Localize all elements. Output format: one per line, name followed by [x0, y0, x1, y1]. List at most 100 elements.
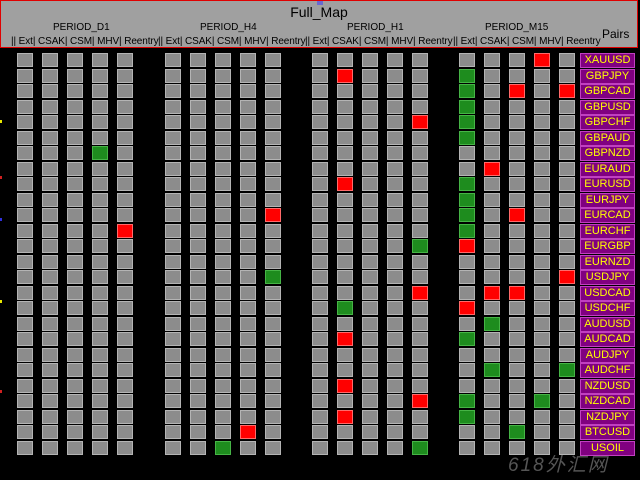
signal-cell-h4-reentry — [265, 441, 281, 455]
pair-label[interactable]: EURUSD — [580, 177, 635, 192]
signal-cell-h4-csm — [215, 146, 231, 160]
pair-label[interactable]: NZDCAD — [580, 394, 635, 409]
pair-label[interactable]: GBPCAD — [580, 84, 635, 99]
signal-cell-h1-csm — [362, 193, 378, 207]
signal-cell-h4-csak — [190, 131, 206, 145]
signal-cell-h1-csak — [337, 255, 353, 269]
signal-cell-m15-csak — [484, 208, 500, 222]
pair-label[interactable]: EURGBP — [580, 239, 635, 254]
signal-cell-d1-reentry — [117, 53, 133, 67]
pair-label[interactable]: AUDJPY — [580, 348, 635, 363]
signal-cell-h1-ext — [312, 394, 328, 408]
signal-cell-d1-mhv — [92, 270, 108, 284]
pair-label[interactable]: GBPCHF — [580, 115, 635, 130]
signal-cell-h4-csm — [215, 239, 231, 253]
signal-cell-h1-ext — [312, 270, 328, 284]
signal-cell-h1-ext — [312, 363, 328, 377]
signal-cell-h1-csak — [337, 208, 353, 222]
signal-cell-m15-csm — [509, 332, 525, 346]
pair-label[interactable]: USDCAD — [580, 286, 635, 301]
pair-label[interactable]: NZDUSD — [580, 379, 635, 394]
panel-anchor-icon[interactable] — [317, 1, 323, 5]
signal-cell-h4-csak — [190, 146, 206, 160]
signal-cell-m15-reentry — [559, 348, 575, 362]
signal-cell-h4-csm — [215, 255, 231, 269]
pair-label[interactable]: GBPUSD — [580, 100, 635, 115]
pair-label[interactable]: USOIL — [580, 441, 635, 456]
signal-cell-h4-reentry — [265, 332, 281, 346]
signal-cell-d1-csak — [42, 379, 58, 393]
pair-label[interactable]: XAUUSD — [580, 53, 635, 68]
pair-label[interactable]: GBPJPY — [580, 69, 635, 84]
pair-label[interactable]: EURAUD — [580, 162, 635, 177]
pair-label[interactable]: USDJPY — [580, 270, 635, 285]
pair-label[interactable]: BTCUSD — [580, 425, 635, 440]
column-headers-d1: || Ext| CSAK| CSM| MHV| Reentry — [11, 36, 159, 47]
signal-cell-h4-mhv — [240, 84, 256, 98]
pair-label[interactable]: GBPAUD — [580, 131, 635, 146]
signal-cell-m15-mhv — [534, 332, 550, 346]
signal-cell-m15-ext — [459, 115, 475, 129]
signal-cell-d1-csak — [42, 208, 58, 222]
signal-cell-h4-reentry — [265, 317, 281, 331]
signal-cell-h4-csm — [215, 363, 231, 377]
signal-cell-m15-csak — [484, 348, 500, 362]
signal-cell-h4-csm — [215, 177, 231, 191]
pair-label[interactable]: AUDCHF — [580, 363, 635, 378]
signal-cell-m15-reentry — [559, 162, 575, 176]
signal-cell-h1-reentry — [412, 177, 428, 191]
signal-cell-h4-csak — [190, 100, 206, 114]
chart-edge-mark — [0, 120, 2, 123]
signal-cell-d1-ext — [17, 425, 33, 439]
signal-cell-h4-reentry — [265, 115, 281, 129]
signal-cell-m15-csm — [509, 363, 525, 377]
pair-label[interactable]: GBPNZD — [580, 146, 635, 161]
signal-cell-h1-mhv — [387, 270, 403, 284]
signal-cell-h1-csm — [362, 115, 378, 129]
signal-cell-h1-ext — [312, 69, 328, 83]
pair-label[interactable]: EURCHF — [580, 224, 635, 239]
signal-cell-h4-ext — [165, 441, 181, 455]
pair-label[interactable]: EURCAD — [580, 208, 635, 223]
signal-cell-d1-ext — [17, 286, 33, 300]
signal-cell-h1-reentry — [412, 115, 428, 129]
signal-cell-h4-csak — [190, 348, 206, 362]
signal-cell-d1-csak — [42, 146, 58, 160]
pair-label[interactable]: AUDUSD — [580, 317, 635, 332]
signal-cell-h4-mhv — [240, 162, 256, 176]
signal-cell-h4-mhv — [240, 317, 256, 331]
signal-cell-d1-reentry — [117, 177, 133, 191]
signal-cell-h1-reentry — [412, 84, 428, 98]
signal-cell-h4-mhv — [240, 131, 256, 145]
signal-cell-d1-reentry — [117, 363, 133, 377]
watermark: 618外汇网 — [508, 455, 609, 476]
signal-cell-d1-reentry — [117, 162, 133, 176]
pair-label[interactable]: NZDJPY — [580, 410, 635, 425]
signal-cell-h4-reentry — [265, 255, 281, 269]
signal-cell-h4-csm — [215, 379, 231, 393]
signal-cell-h1-mhv — [387, 53, 403, 67]
pair-label[interactable]: EURJPY — [580, 193, 635, 208]
signal-cell-h4-reentry — [265, 394, 281, 408]
signal-cell-h1-csak — [337, 53, 353, 67]
signal-cell-m15-reentry — [559, 208, 575, 222]
pair-label[interactable]: AUDCAD — [580, 332, 635, 347]
signal-cell-h1-ext — [312, 410, 328, 424]
period-label-d1: PERIOD_D1 — [53, 22, 110, 33]
signal-cell-d1-mhv — [92, 193, 108, 207]
signal-cell-h1-csm — [362, 224, 378, 238]
signal-cell-m15-mhv — [534, 53, 550, 67]
signal-cell-h4-ext — [165, 286, 181, 300]
signal-cell-h4-csm — [215, 208, 231, 222]
signal-cell-h4-mhv — [240, 363, 256, 377]
signal-cell-h4-csak — [190, 224, 206, 238]
signal-cell-d1-csm — [67, 255, 83, 269]
signal-cell-h1-reentry — [412, 363, 428, 377]
pair-label[interactable]: USDCHF — [580, 301, 635, 316]
signal-cell-h1-csm — [362, 441, 378, 455]
signal-cell-m15-ext — [459, 100, 475, 114]
pair-label[interactable]: EURNZD — [580, 255, 635, 270]
chart-edge-mark — [0, 176, 2, 179]
signal-cell-h1-reentry — [412, 100, 428, 114]
signal-cell-h1-mhv — [387, 441, 403, 455]
